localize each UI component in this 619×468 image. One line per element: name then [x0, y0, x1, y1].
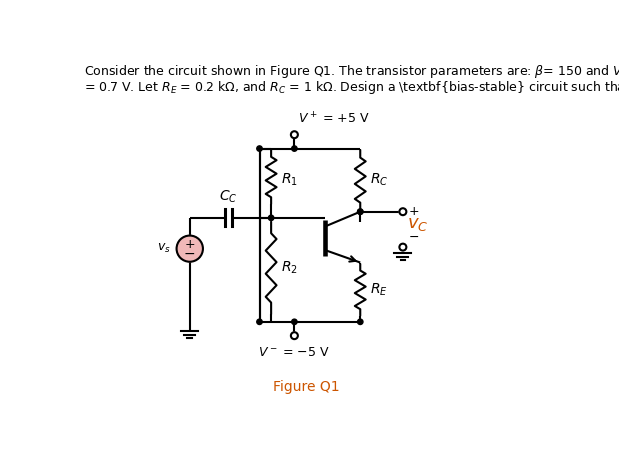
- Text: −: −: [409, 231, 420, 244]
- Text: = 0.7 V. Let $R_E$ = 0.2 k$\Omega$, and $R_C$ = 1 k$\Omega$. Design a \textbf{bi: = 0.7 V. Let $R_E$ = 0.2 k$\Omega$, and …: [84, 79, 619, 96]
- Text: +: +: [409, 205, 419, 218]
- Circle shape: [291, 332, 298, 339]
- Circle shape: [257, 319, 262, 324]
- Circle shape: [176, 235, 203, 262]
- Text: $V^+$ = +5 V: $V^+$ = +5 V: [298, 112, 370, 127]
- Text: −: −: [184, 247, 196, 261]
- Circle shape: [269, 215, 274, 220]
- Text: $v_s$: $v_s$: [157, 242, 170, 255]
- Text: $V^-$ = $-$5 V: $V^-$ = $-$5 V: [259, 346, 331, 359]
- Text: $R_C$: $R_C$: [370, 171, 389, 188]
- Text: Consider the circuit shown in Figure Q1. The transistor parameters are: $\beta$=: Consider the circuit shown in Figure Q1.…: [84, 64, 619, 81]
- Circle shape: [358, 209, 363, 214]
- Text: $R_1$: $R_1$: [281, 172, 298, 188]
- Text: Figure Q1: Figure Q1: [273, 380, 339, 394]
- Text: +: +: [184, 238, 195, 250]
- Circle shape: [399, 208, 406, 215]
- Circle shape: [291, 131, 298, 138]
- Circle shape: [399, 244, 406, 250]
- Circle shape: [257, 146, 262, 151]
- Text: $C_C$: $C_C$: [219, 189, 238, 205]
- Circle shape: [358, 319, 363, 324]
- Circle shape: [292, 146, 297, 151]
- Text: $v_C$: $v_C$: [407, 215, 428, 233]
- Circle shape: [358, 209, 363, 214]
- Text: $R_2$: $R_2$: [281, 260, 298, 276]
- Circle shape: [292, 319, 297, 324]
- Text: $R_E$: $R_E$: [370, 282, 388, 298]
